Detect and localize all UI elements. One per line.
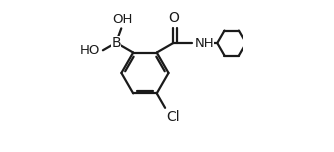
Text: O: O (168, 10, 179, 24)
Text: Cl: Cl (166, 110, 179, 124)
Text: B: B (111, 36, 121, 50)
Text: NH: NH (195, 37, 214, 50)
Text: OH: OH (112, 13, 132, 26)
Text: HO: HO (79, 44, 100, 57)
